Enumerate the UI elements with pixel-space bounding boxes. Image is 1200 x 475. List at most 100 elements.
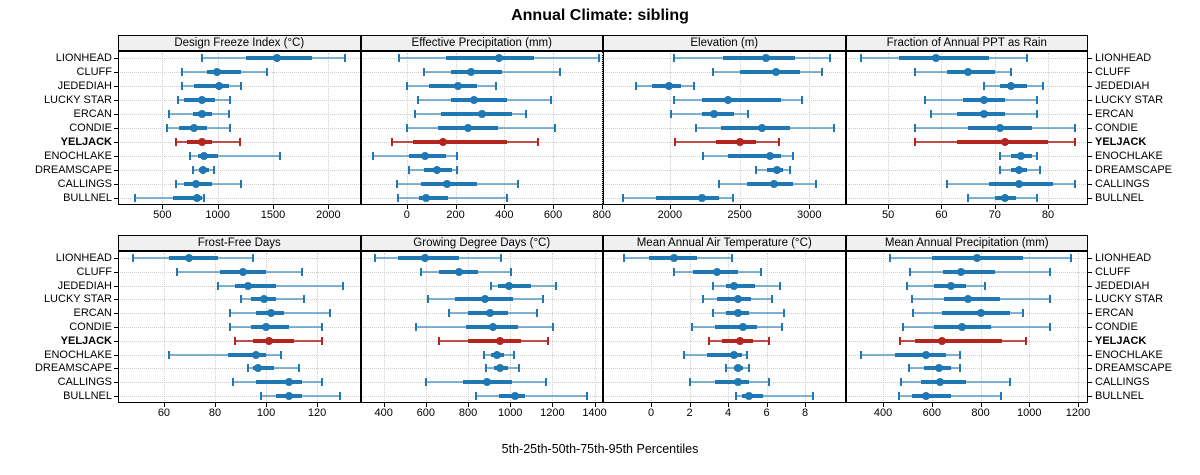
whisker-cap-p95 xyxy=(278,152,281,160)
whisker-cap-p5 xyxy=(165,124,168,132)
whisker-cap-p5 xyxy=(688,378,691,387)
whisker-cap-p5 xyxy=(702,295,705,304)
y-tick-mark xyxy=(1088,100,1092,101)
median-dot xyxy=(511,392,520,401)
x-tick-mark xyxy=(552,403,554,407)
whisker-cap-p95 xyxy=(541,295,544,304)
strip-label: Elevation (m) xyxy=(690,37,759,49)
median-dot xyxy=(964,68,973,76)
whisker-cap-p95 xyxy=(791,152,794,160)
median-dot xyxy=(733,295,742,304)
whisker-cap-p95 xyxy=(298,364,301,373)
median-dot xyxy=(976,309,985,318)
whisker-range xyxy=(735,395,813,398)
whisker-cap-p95 xyxy=(228,96,231,104)
whisker-box-p25-p75 xyxy=(194,84,229,88)
median-dot xyxy=(198,138,207,146)
x-tick-label: 4 xyxy=(725,407,732,419)
whisker-box-p25-p75 xyxy=(914,338,1003,343)
whisker-cap-p5 xyxy=(711,309,714,318)
whisker-cap-p5 xyxy=(408,166,411,174)
whisker-cap-p95 xyxy=(343,54,346,62)
strip-fraction-ppt-rain: Fraction of Annual PPT as Rain xyxy=(845,35,1088,51)
y-tick-mark xyxy=(1088,128,1092,129)
site-label-right: BULLNEL xyxy=(1095,192,1144,204)
whisker-cap-p95 xyxy=(1036,96,1039,104)
y-tick-mark xyxy=(1088,86,1092,87)
site-label-left: LUCKY STAR xyxy=(43,293,112,306)
median-dot xyxy=(964,295,973,304)
strip-label: Design Freeze Index (°C) xyxy=(174,37,305,49)
whisker-box-p25-p75 xyxy=(701,98,782,102)
whisker-cap-p95 xyxy=(227,110,230,118)
whisker-cap-p95 xyxy=(767,336,770,345)
median-dot xyxy=(267,309,276,318)
whisker-cap-p5 xyxy=(670,110,673,118)
median-dot xyxy=(254,364,263,373)
tick-gridline xyxy=(805,253,807,401)
median-dot xyxy=(937,336,946,345)
whisker-box-p25-p75 xyxy=(412,140,507,144)
whisker-cap-p5 xyxy=(623,253,626,262)
whisker-cap-p95 xyxy=(958,364,961,373)
site-label-left: CLUFF xyxy=(76,265,112,278)
x-tick-label: 50 xyxy=(882,209,895,221)
panel-border xyxy=(845,251,1088,403)
median-dot xyxy=(214,82,223,90)
whisker-cap-p95 xyxy=(829,54,832,62)
y-tick-mark xyxy=(114,354,118,356)
whisker-cap-p5 xyxy=(415,323,418,331)
tick-gridline xyxy=(651,253,653,401)
whisker-cap-p5 xyxy=(405,124,408,132)
whisker-cap-p5 xyxy=(484,364,487,373)
whisker-cap-p5 xyxy=(899,336,902,345)
whisker-box-p25-p75 xyxy=(714,325,757,329)
y-tick-mark xyxy=(1088,156,1092,157)
y-tick-mark xyxy=(1088,72,1092,73)
whisker-cap-p95 xyxy=(505,194,508,202)
whisker-cap-p5 xyxy=(397,194,400,202)
strip-mean-annual-air-temperature: Mean Annual Air Temperature (°C) xyxy=(603,235,846,251)
whisker-cap-p95 xyxy=(692,82,695,90)
y-tick-mark xyxy=(1088,142,1092,143)
whisker-cap-p5 xyxy=(900,378,903,387)
whisker-cap-p95 xyxy=(777,138,780,146)
median-dot xyxy=(724,96,733,104)
whisker-box-p25-p75 xyxy=(253,338,295,343)
y-tick-mark xyxy=(1088,368,1092,370)
x-tick-label: 1400 xyxy=(582,407,607,419)
whisker-cap-p95 xyxy=(238,138,241,146)
row-gridline xyxy=(847,86,1086,87)
whisker-cap-p5 xyxy=(422,68,425,76)
row-gridline xyxy=(605,396,844,398)
row-gridline xyxy=(362,156,601,157)
whisker-cap-p95 xyxy=(328,309,331,318)
row-gridline xyxy=(120,299,359,301)
x-tick-mark xyxy=(468,403,470,407)
whisker-box-p25-p75 xyxy=(450,98,507,102)
row-gridline xyxy=(120,100,359,101)
whisker-cap-p95 xyxy=(516,180,519,188)
whisker-cap-p95 xyxy=(1036,110,1039,118)
median-dot xyxy=(773,166,782,174)
median-dot xyxy=(766,152,775,160)
x-tick-mark xyxy=(1029,403,1031,407)
whisker-cap-p95 xyxy=(1073,124,1076,132)
median-dot xyxy=(972,253,981,262)
whisker-box-p25-p75 xyxy=(173,196,203,200)
median-dot xyxy=(735,336,744,345)
whisker-cap-p5 xyxy=(621,194,624,202)
whisker-box-p25-p75 xyxy=(746,182,793,186)
site-label-left: JEDEDIAH xyxy=(57,80,112,92)
tick-gridline xyxy=(883,253,885,401)
median-dot xyxy=(670,253,679,262)
whisker-cap-p5 xyxy=(734,392,737,401)
whisker-box-p25-p75 xyxy=(739,70,800,74)
y-tick-mark xyxy=(114,128,118,129)
whisker-cap-p5 xyxy=(755,166,758,174)
y-tick-mark xyxy=(1088,271,1092,273)
x-tick-mark xyxy=(809,205,811,209)
site-label-right: JEDEDIAH xyxy=(1095,279,1150,292)
site-label-right: LUCKY STAR xyxy=(1095,293,1164,306)
strip-label: Mean Annual Air Temperature (°C) xyxy=(636,237,812,249)
